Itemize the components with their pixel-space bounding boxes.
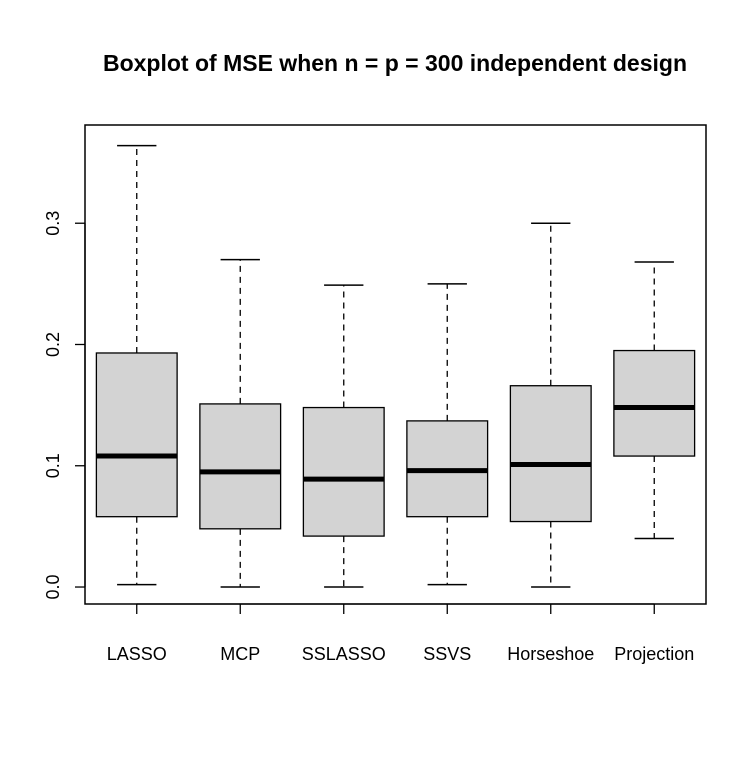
boxplot-group: [95, 144, 696, 588]
box-horseshoe: [509, 222, 592, 588]
iqr-box: [613, 349, 696, 457]
x-tick-label: MCP: [220, 644, 260, 664]
y-tick-label: 0.3: [43, 211, 63, 236]
y-axis: 0.0 0.1 0.2 0.3: [43, 211, 86, 600]
iqr-box: [95, 352, 178, 518]
plot-frame: [84, 124, 707, 605]
box-ssvs: [406, 283, 489, 586]
y-tick-label: 0.2: [43, 332, 63, 357]
x-axis: LASSO MCP SSLASSO SSVS Horseshoe Projection: [107, 603, 694, 664]
box-sslasso: [302, 284, 385, 588]
y-tick-label: 0.0: [43, 575, 63, 600]
x-tick-label: Projection: [614, 644, 694, 664]
x-tick-label: SSLASSO: [302, 644, 386, 664]
iqr-box: [302, 406, 385, 537]
x-tick-label: Horseshoe: [507, 644, 594, 664]
iqr-box: [509, 385, 592, 523]
box-lasso: [95, 144, 178, 586]
box-projection: [613, 261, 696, 540]
box-mcp: [199, 258, 282, 588]
y-tick-label: 0.1: [43, 453, 63, 478]
x-tick-label: LASSO: [107, 644, 167, 664]
iqr-box: [199, 403, 282, 530]
x-tick-label: SSVS: [423, 644, 471, 664]
chart-title: Boxplot of MSE when n = p = 300 independ…: [103, 50, 687, 76]
